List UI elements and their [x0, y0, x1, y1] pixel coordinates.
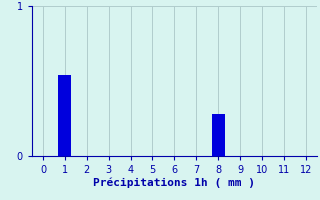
Bar — [58, 75, 71, 156]
Bar — [212, 114, 225, 156]
X-axis label: Précipitations 1h ( mm ): Précipitations 1h ( mm ) — [93, 178, 255, 188]
